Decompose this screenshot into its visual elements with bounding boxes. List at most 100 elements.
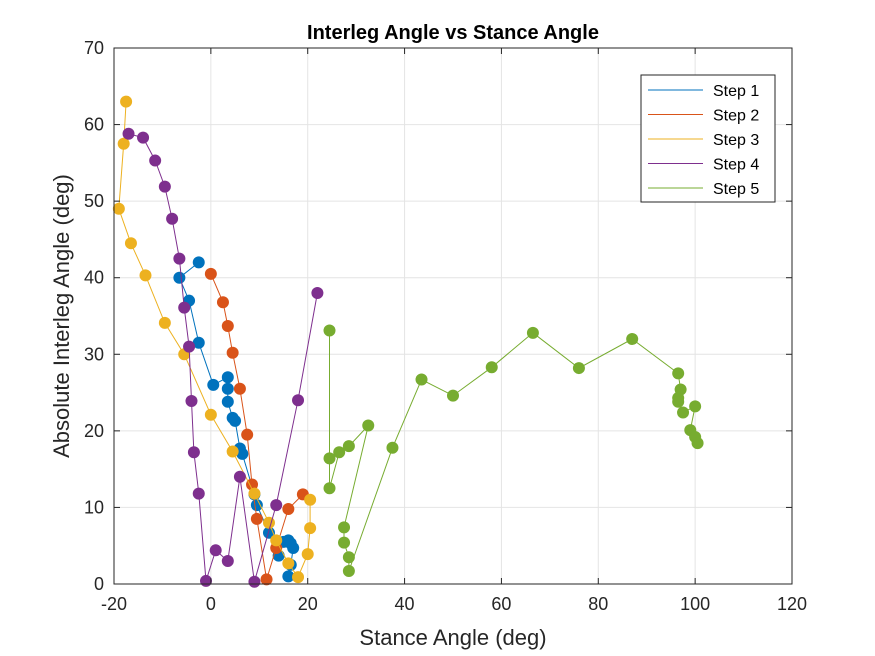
data-point (221, 395, 234, 408)
data-point (221, 382, 234, 395)
data-point (338, 536, 351, 549)
data-point (301, 548, 314, 561)
data-point (233, 382, 246, 395)
data-point (139, 269, 152, 282)
data-point (689, 400, 702, 413)
data-point (262, 516, 275, 529)
data-point (572, 362, 585, 375)
y-tick-label: 30 (84, 344, 104, 364)
y-tick-label: 70 (84, 38, 104, 58)
data-point (270, 499, 283, 512)
data-point (691, 437, 704, 450)
series-4 (122, 127, 324, 588)
legend-label: Step 2 (713, 108, 759, 125)
data-point (124, 237, 137, 250)
data-point (260, 573, 273, 586)
data-point (323, 452, 336, 465)
data-point (200, 574, 213, 587)
legend-label: Step 1 (713, 83, 759, 100)
x-tick-label: 120 (777, 594, 807, 614)
data-point (149, 154, 162, 167)
data-point (192, 336, 205, 349)
data-point (178, 301, 191, 314)
series-3 (112, 95, 317, 584)
data-point (304, 522, 317, 535)
data-point (386, 441, 399, 454)
data-point (204, 408, 217, 421)
data-point (166, 212, 179, 225)
data-point (677, 406, 690, 419)
data-point (137, 131, 150, 144)
data-point (342, 551, 355, 564)
data-point (270, 534, 283, 547)
y-tick-label: 20 (84, 421, 104, 441)
x-tick-label: -20 (101, 594, 127, 614)
x-tick-label: 80 (588, 594, 608, 614)
data-point (672, 395, 685, 408)
data-point (485, 361, 498, 374)
data-point (292, 571, 305, 584)
chart-title: Interleg Angle vs Stance Angle (307, 22, 599, 44)
data-point (122, 127, 135, 140)
y-axis-label: Absolute Interleg Angle (deg) (49, 174, 74, 458)
data-point (204, 267, 217, 280)
legend: Step 1 Step 2 Step 3 Step 4 Step 5 (640, 74, 776, 203)
data-point (173, 271, 186, 284)
data-point (415, 373, 428, 386)
data-point (229, 414, 242, 427)
x-tick-label: 60 (491, 594, 511, 614)
data-point (233, 470, 246, 483)
data-point (120, 95, 133, 108)
data-point (158, 180, 171, 193)
y-tick-label: 0 (94, 574, 104, 594)
legend-label: Step 3 (713, 132, 759, 149)
data-point (323, 324, 336, 337)
y-tick-label: 50 (84, 191, 104, 211)
data-point (248, 487, 261, 500)
y-tick-label: 40 (84, 268, 104, 288)
data-point (207, 378, 220, 391)
legend-label: Step 4 (713, 157, 759, 174)
data-layer (112, 95, 704, 588)
x-tick-label: 40 (395, 594, 415, 614)
data-point (304, 493, 317, 506)
data-point (192, 256, 205, 269)
data-point (626, 332, 639, 345)
data-point (526, 326, 539, 339)
data-point (117, 137, 130, 150)
data-point (362, 419, 375, 432)
data-point (248, 575, 261, 588)
data-point (112, 202, 125, 215)
data-point (158, 316, 171, 329)
legend-label: Step 5 (713, 181, 759, 198)
x-tick-label: 100 (680, 594, 710, 614)
data-point (287, 542, 300, 555)
data-point (209, 544, 222, 557)
data-point (672, 367, 685, 380)
data-point (185, 394, 198, 407)
data-point (226, 346, 239, 359)
data-point (246, 478, 259, 491)
data-point (250, 512, 263, 525)
plot-frame (113, 47, 793, 585)
data-point (216, 296, 229, 309)
data-point (292, 394, 305, 407)
data-point (241, 428, 254, 441)
data-point (173, 252, 186, 265)
data-point (333, 446, 346, 459)
data-point (338, 521, 351, 534)
data-point (221, 371, 234, 384)
y-tick-label: 60 (84, 115, 104, 135)
x-tick-label: 0 (206, 594, 216, 614)
x-axis-label: Stance Angle (deg) (359, 625, 546, 650)
data-point (282, 570, 295, 583)
data-point (342, 564, 355, 577)
data-point (192, 487, 205, 500)
data-point (183, 340, 196, 353)
data-point (187, 446, 200, 459)
data-point (282, 502, 295, 515)
x-tick-label: 20 (298, 594, 318, 614)
y-tick-label: 10 (84, 497, 104, 517)
data-point (342, 440, 355, 453)
